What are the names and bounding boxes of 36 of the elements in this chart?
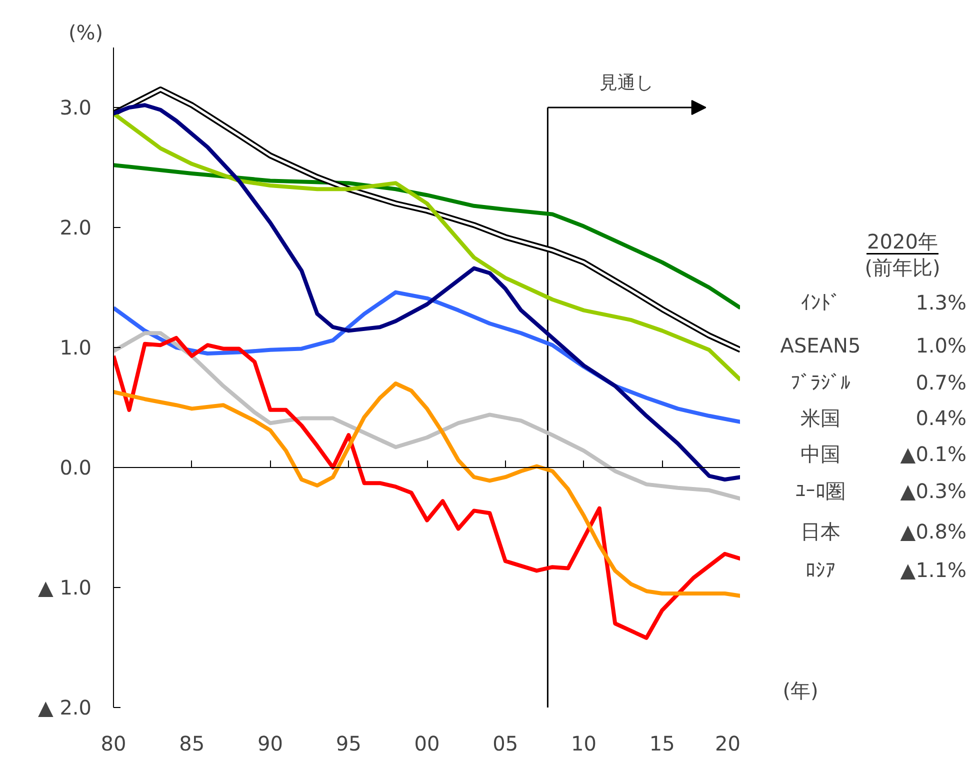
- y-tick-label: 2.0: [60, 216, 92, 240]
- text: 1.0%: [916, 334, 966, 358]
- x-tick-label: 80: [100, 732, 126, 756]
- text: ﾛｼｱ: [806, 558, 836, 582]
- x-tick-label: 85: [179, 732, 205, 756]
- y-tick-label: 3.0: [60, 96, 92, 120]
- text: ﾕｰﾛ圏: [796, 478, 846, 503]
- y-axis-title: (%): [68, 20, 104, 44]
- x-tick-label: 90: [258, 732, 283, 756]
- text: ASEAN5: [780, 334, 861, 358]
- text: 米国: [800, 406, 840, 430]
- x-tick-label: 95: [336, 732, 362, 756]
- text: ﾌﾞﾗｼﾞﾙ: [790, 370, 850, 395]
- x-tick-label: 15: [649, 732, 675, 756]
- y-tick-label: 0.0: [60, 456, 92, 480]
- text: (前年比): [864, 256, 940, 280]
- text: ▲0.1%: [900, 442, 967, 466]
- y-tick-label: ▲ 1.0: [38, 576, 92, 600]
- text: ｲﾝﾄﾞ: [800, 290, 840, 315]
- text: 日本: [800, 519, 840, 544]
- text: ▲0.3%: [900, 478, 967, 503]
- x-tick-label: 05: [492, 732, 518, 756]
- text: 2020年: [867, 230, 938, 254]
- text: 0.4%: [916, 406, 966, 430]
- x-axis-title: (年): [782, 678, 818, 702]
- ref-line-label: 見通し: [600, 72, 654, 94]
- y-tick-label: 1.0: [60, 336, 92, 360]
- x-tick-label: 20: [715, 732, 741, 756]
- text: 中国: [800, 442, 840, 466]
- text: ▲1.1%: [900, 558, 967, 582]
- text: 1.3%: [916, 290, 966, 315]
- text: 0.7%: [916, 370, 966, 395]
- x-tick-label: 10: [571, 732, 596, 756]
- text: ▲0.8%: [900, 519, 967, 544]
- x-tick-label: 00: [414, 732, 440, 756]
- y-tick-label: ▲ 2.0: [38, 696, 92, 720]
